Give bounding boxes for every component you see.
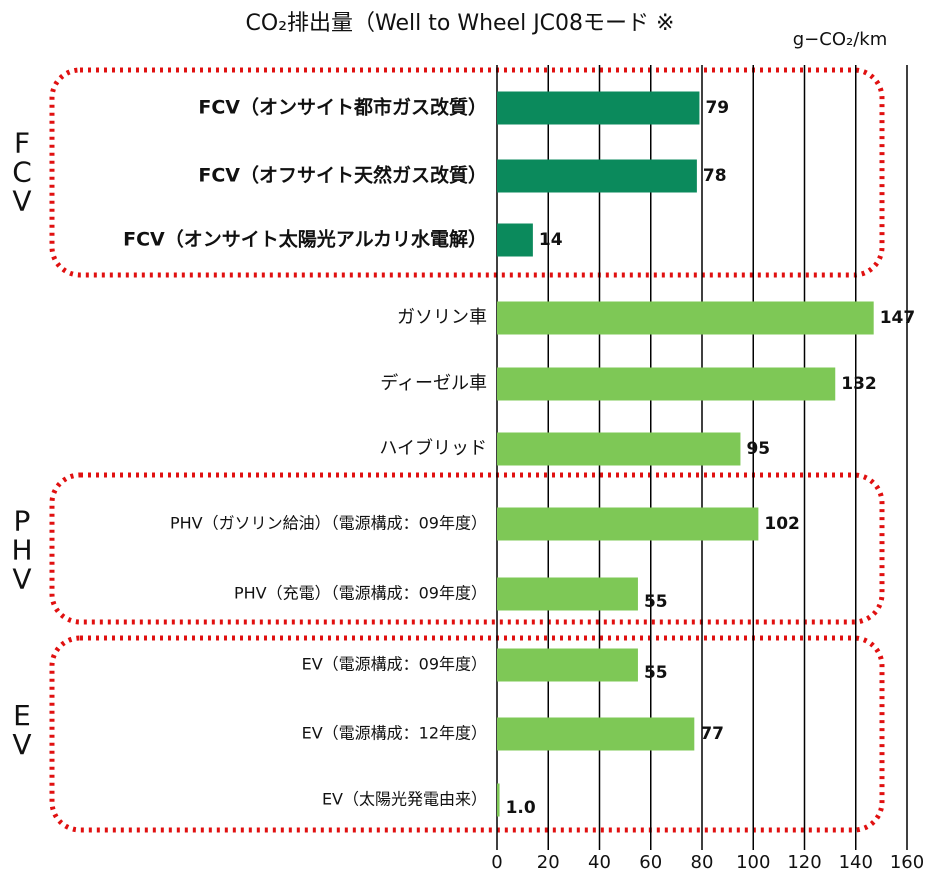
bar — [497, 783, 500, 817]
bar — [497, 223, 533, 257]
category-label: EV（電源構成：09年度） — [302, 655, 487, 674]
group-box — [49, 67, 885, 278]
value-label: 14 — [539, 230, 563, 250]
value-label: 1.0 — [506, 798, 536, 818]
category-label: EV（太陽光発電由来） — [322, 790, 487, 809]
bar — [497, 717, 695, 751]
bar — [497, 507, 759, 541]
category-label: PHV（充電）（電源構成：09年度） — [234, 584, 487, 603]
bar — [497, 301, 874, 335]
category-label: EV（電源構成：12年度） — [302, 724, 487, 743]
x-tick-label: 140 — [839, 852, 873, 873]
category-label: FCV（オンサイト都市ガス改質） — [198, 96, 487, 119]
group-label: PHV — [6, 505, 39, 592]
bar — [497, 577, 638, 611]
category-label: FCV（オフサイト天然ガス改質） — [198, 164, 487, 187]
value-label: 95 — [746, 439, 770, 459]
category-label: ディーゼル車 — [380, 373, 487, 394]
chart-title: CO₂排出量（Well to Wheel JC08モード ※ — [246, 11, 675, 36]
category-label: ガソリン車 — [397, 307, 487, 328]
value-label: 77 — [700, 724, 724, 744]
value-label: 79 — [705, 98, 729, 118]
x-tick-label: 0 — [491, 852, 502, 873]
bar — [497, 159, 697, 193]
group-label: EV — [6, 699, 39, 757]
x-tick-label: 80 — [691, 852, 714, 873]
group-box — [49, 635, 885, 833]
value-label: 55 — [644, 592, 668, 612]
x-tick-label: 120 — [787, 852, 821, 873]
x-tick-label: 160 — [890, 852, 924, 873]
group-box — [49, 472, 885, 625]
group-label: FCV — [6, 127, 39, 214]
x-tick-label: 40 — [588, 852, 611, 873]
bar — [497, 648, 638, 682]
value-label: 132 — [841, 374, 877, 394]
value-label: 147 — [880, 308, 916, 328]
bar — [497, 91, 700, 125]
category-label: PHV（ガソリン給油）（電源構成：09年度） — [170, 514, 487, 533]
bar — [497, 367, 836, 401]
category-label: ハイブリッド — [379, 437, 487, 459]
x-tick-label: 60 — [639, 852, 662, 873]
category-label: FCV（オンサイト太陽光アルカリ水電解） — [123, 228, 487, 251]
x-tick-label: 20 — [537, 852, 560, 873]
bar — [497, 432, 741, 466]
value-label: 78 — [703, 166, 727, 186]
unit-label: g−CO₂/km — [793, 29, 887, 50]
value-label: 102 — [764, 514, 800, 534]
x-tick-label: 100 — [736, 852, 770, 873]
value-label: 55 — [644, 663, 668, 683]
